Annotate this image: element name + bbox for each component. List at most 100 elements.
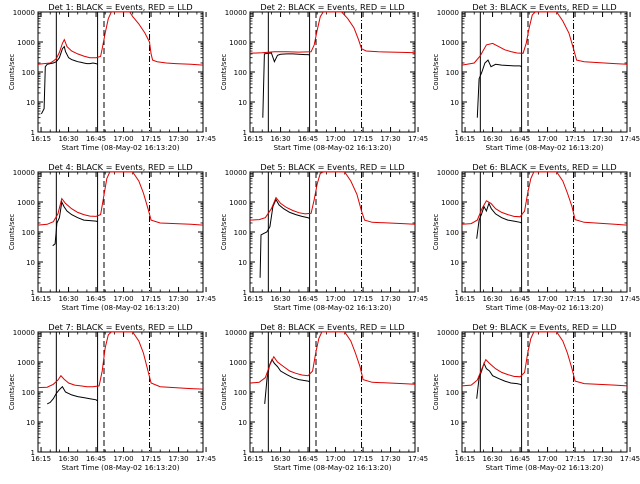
x-tick-label: 16:45 (86, 135, 106, 143)
series-line-events (52, 200, 98, 247)
x-tick-label: 16:30 (270, 295, 290, 303)
series-line-events (476, 59, 522, 118)
y-tick-label: 10 (26, 259, 35, 267)
y-tick-label: 1000 (441, 359, 459, 367)
x-tick-label: 16:45 (86, 295, 106, 303)
y-tick-label: 10 (238, 259, 247, 267)
x-tick-label: 17:00 (537, 135, 557, 143)
x-tick-label: 17:30 (592, 455, 612, 463)
y-tick-label: 10000 (225, 169, 247, 177)
x-axis-label: Start Time (08-May-02 16:13:20) (61, 463, 179, 472)
x-tick-label: 16:15 (243, 135, 263, 143)
panel-4: Det 4: BLACK = Events, RED = LLD 1 10 100 10… (8, 162, 216, 312)
plot-frame (461, 331, 628, 453)
x-tick-label: 16:30 (58, 295, 78, 303)
y-tick-label: 1 (243, 129, 247, 137)
x-tick-label: 17:45 (408, 135, 428, 143)
y-axis-label: Counts/sec (220, 373, 228, 410)
plot-frame (461, 171, 628, 293)
x-tick-label: 17:45 (196, 295, 216, 303)
x-axis-label: Start Time (08-May-02 16:13:20) (485, 143, 603, 152)
y-tick-label: 1 (455, 449, 459, 457)
x-tick-label: 17:30 (380, 295, 400, 303)
y-tick-label: 100 (446, 229, 459, 237)
x-tick-label: 17:15 (565, 455, 585, 463)
series-line-lld (462, 172, 627, 226)
y-tick-label: 10000 (225, 9, 247, 17)
panel-6: Det 6: BLACK = Events, RED = LLD 1 10 100 10… (432, 162, 640, 312)
y-tick-label: 1000 (17, 359, 35, 367)
y-tick-label: 10000 (437, 9, 459, 17)
series-line-lld (250, 12, 415, 54)
series-line-lld (462, 12, 627, 66)
y-tick-label: 1000 (229, 359, 247, 367)
y-axis-label: Counts/sec (8, 373, 16, 410)
panel-title: Det 5: BLACK = Events, RED = LLD (260, 162, 404, 172)
series-line-lld (38, 12, 203, 66)
y-tick-label: 1000 (441, 39, 459, 47)
y-tick-label: 100 (446, 69, 459, 77)
x-tick-label: 17:30 (592, 295, 612, 303)
panel-title: Det 4: BLACK = Events, RED = LLD (48, 162, 192, 172)
x-tick-label: 17:00 (113, 295, 133, 303)
y-tick-label: 100 (22, 69, 35, 77)
y-tick-label: 10000 (225, 329, 247, 337)
y-tick-label: 100 (234, 69, 247, 77)
series-line-events (259, 198, 310, 278)
x-tick-label: 16:45 (298, 455, 318, 463)
x-tick-label: 17:15 (141, 295, 161, 303)
x-tick-label: 17:15 (141, 135, 161, 143)
x-tick-label: 16:45 (510, 295, 530, 303)
y-tick-label: 1 (243, 289, 247, 297)
x-tick-label: 16:45 (510, 455, 530, 463)
panel-5: Det 5: BLACK = Events, RED = LLD 1 10 100 10… (220, 162, 428, 312)
x-tick-label: 17:30 (592, 135, 612, 143)
x-tick-label: 17:30 (380, 135, 400, 143)
x-tick-label: 17:15 (353, 295, 373, 303)
series-line-events (264, 358, 310, 404)
y-tick-label: 10000 (13, 9, 35, 17)
x-tick-label: 17:45 (620, 455, 640, 463)
x-axis-label: Start Time (08-May-02 16:13:20) (61, 143, 179, 152)
x-axis-label: Start Time (08-May-02 16:13:20) (61, 303, 179, 312)
y-axis-label: Counts/sec (432, 213, 440, 250)
y-tick-label: 1 (31, 449, 35, 457)
series-line-events (40, 45, 98, 115)
plot-frame (249, 11, 416, 133)
y-tick-label: 10 (450, 259, 459, 267)
x-tick-label: 16:15 (31, 295, 51, 303)
x-tick-label: 17:30 (168, 135, 188, 143)
x-axis-label: Start Time (08-May-02 16:13:20) (273, 143, 391, 152)
x-tick-label: 16:30 (58, 135, 78, 143)
y-tick-label: 1000 (441, 199, 459, 207)
y-tick-label: 1 (455, 289, 459, 297)
panel-7: Det 7: BLACK = Events, RED = LLD 1 10 100 10… (8, 322, 216, 472)
x-tick-label: 17:45 (408, 295, 428, 303)
x-tick-label: 17:00 (113, 135, 133, 143)
series-line-lld (38, 172, 203, 226)
x-tick-label: 16:15 (31, 455, 51, 463)
x-tick-label: 17:30 (380, 455, 400, 463)
x-tick-label: 16:15 (243, 295, 263, 303)
panel-8: Det 8: BLACK = Events, RED = LLD 1 10 100 10… (220, 322, 428, 472)
x-tick-label: 17:00 (325, 455, 345, 463)
x-tick-label: 17:45 (196, 455, 216, 463)
x-tick-label: 16:15 (31, 135, 51, 143)
x-tick-label: 16:30 (482, 455, 502, 463)
x-axis-label: Start Time (08-May-02 16:13:20) (273, 303, 391, 312)
plot-frame (249, 331, 416, 453)
y-tick-label: 1 (31, 129, 35, 137)
x-tick-label: 17:15 (565, 135, 585, 143)
x-tick-label: 17:45 (408, 455, 428, 463)
y-tick-label: 10 (238, 419, 247, 427)
y-tick-label: 10 (238, 99, 247, 107)
x-tick-label: 17:45 (196, 135, 216, 143)
series-line-events (476, 362, 522, 399)
plot-frame (461, 11, 628, 133)
plot-frame (37, 331, 204, 453)
y-tick-label: 100 (234, 229, 247, 237)
y-axis-label: Counts/sec (432, 53, 440, 90)
x-tick-label: 16:30 (270, 135, 290, 143)
